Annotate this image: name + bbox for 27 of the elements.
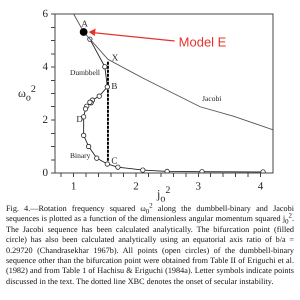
x-tick-label: 3 <box>196 180 202 192</box>
point <box>115 164 121 170</box>
annotation: B <box>111 81 118 92</box>
point <box>94 156 100 161</box>
point <box>82 106 88 112</box>
point <box>104 84 110 90</box>
y-tick-label: 2 <box>42 114 48 126</box>
annotation: C <box>111 155 118 166</box>
point <box>86 144 92 150</box>
x-tick-label: 2 <box>133 180 139 192</box>
point <box>164 168 170 173</box>
text: Fig. 4.—Rotation frequency squared ω$_{0}$$^{2}$ along the dumbbell-binary and Jacobi sequences is plotted as a function of the dimensionless angular momentum squared j$_{0}$$^{2}$. The Jacobi sequence has been calculated analytically. The bifurcation point (filled circle) has also been calculated analytically using an equatorial axis ratio of b/a = 0.29720 (Chandrasekhar 1967b). All points (open circles) of the dumbbell-binary sequence other than the bifurcation point were obtained from Table II of Eriguchi et al. (1982) and from Table 1 of Hachisu & Eriguchi (1984a). Letter symbols indicate points discussed in the text. The dotted line XBC denotes the onset of secular instability. <box>6 202 294 286</box>
y-tick-label: 6 <box>42 8 48 20</box>
point <box>102 64 108 70</box>
point <box>104 161 110 167</box>
point <box>96 94 102 99</box>
point <box>80 28 88 36</box>
point <box>140 167 146 173</box>
x-tick-label: 4 <box>258 180 264 192</box>
y-tick-label: 0 <box>42 166 48 179</box>
annotation: D <box>76 114 84 124</box>
annotation: Model E <box>178 34 227 50</box>
x-tick-label: 1 <box>70 180 76 192</box>
point <box>81 132 86 138</box>
y-tick-label: 4 <box>42 60 48 73</box>
annotation: A <box>81 18 88 28</box>
annotation: X <box>112 52 119 63</box>
